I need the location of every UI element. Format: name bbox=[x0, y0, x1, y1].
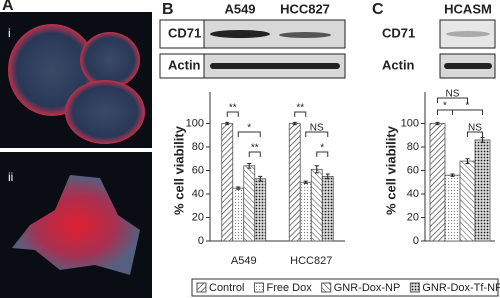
error-bar bbox=[325, 173, 330, 180]
lane-label: A549 bbox=[224, 1, 255, 16]
legend-label: Control bbox=[209, 282, 244, 294]
legend-items: Control Free Dox GNR-Dox-NP GNR-Dox-Tf-NP bbox=[196, 282, 500, 294]
y-tick-label: 0 bbox=[413, 235, 419, 247]
error-bar bbox=[236, 186, 241, 190]
image-label: i bbox=[8, 26, 11, 40]
error-bar bbox=[465, 158, 470, 164]
legend-swatch bbox=[321, 282, 332, 293]
significance-bracket bbox=[316, 151, 329, 157]
cell bbox=[65, 80, 145, 144]
significance-bracket bbox=[467, 131, 483, 137]
legend-swatch bbox=[196, 282, 207, 293]
y-tick-label: 100 bbox=[401, 117, 419, 129]
y-tick-label: 0 bbox=[198, 235, 204, 247]
band bbox=[210, 30, 270, 38]
panel-label: A bbox=[2, 0, 14, 14]
bar bbox=[429, 123, 446, 242]
panel-label: B bbox=[162, 1, 174, 18]
row-label: CD71 bbox=[382, 25, 415, 40]
significance-bracket bbox=[305, 131, 329, 137]
significance-bracket bbox=[452, 109, 483, 115]
significance-label: ** bbox=[229, 103, 237, 114]
legend-label: GNR-Dox-Tf-NP bbox=[422, 282, 500, 294]
bar bbox=[221, 123, 234, 242]
y-tick-label: 20 bbox=[407, 211, 419, 223]
lane-label: HCC827 bbox=[280, 1, 330, 16]
row-label: CD71 bbox=[168, 25, 201, 40]
error-bar bbox=[247, 162, 252, 169]
error-bar bbox=[225, 121, 230, 126]
legend bbox=[191, 278, 499, 297]
error-bar bbox=[435, 121, 440, 126]
y-tick-label: 80 bbox=[192, 141, 204, 153]
bar bbox=[321, 175, 334, 242]
y-tick-label: 40 bbox=[407, 188, 419, 200]
error-bar bbox=[314, 165, 319, 174]
y-tick-label: 100 bbox=[186, 117, 204, 129]
significance-bracket bbox=[294, 111, 307, 117]
y-tick-label: 60 bbox=[407, 164, 419, 176]
bar bbox=[254, 178, 267, 242]
error-bar bbox=[480, 137, 485, 143]
row-label: Actin bbox=[168, 57, 201, 72]
y-axis-label: % cell viability bbox=[171, 125, 186, 215]
significance-bracket bbox=[437, 97, 468, 103]
y-tick-label: 40 bbox=[192, 188, 204, 200]
significance-label: * bbox=[466, 101, 470, 112]
significance-label: NS bbox=[468, 123, 482, 134]
bar bbox=[310, 168, 323, 242]
legend-label: GNR-Dox-NP bbox=[334, 282, 401, 294]
significance-bracket bbox=[237, 131, 261, 137]
significance-label: NS bbox=[446, 89, 460, 100]
bar bbox=[232, 187, 245, 242]
bar bbox=[444, 174, 461, 242]
error-bar bbox=[292, 121, 297, 126]
significance-label: * bbox=[320, 143, 324, 154]
y-tick-label: 80 bbox=[407, 141, 419, 153]
bar bbox=[288, 123, 301, 242]
image-label: ii bbox=[8, 170, 13, 184]
significance-label: NS bbox=[310, 123, 324, 134]
significance-bracket bbox=[248, 151, 261, 157]
y-tick-label: 60 bbox=[192, 164, 204, 176]
significance-bracket bbox=[226, 111, 239, 117]
x-tick-label: HCC827 bbox=[290, 255, 332, 267]
cell bbox=[12, 175, 140, 275]
panel-label: C bbox=[372, 1, 384, 18]
row-label: Actin bbox=[382, 57, 415, 72]
band bbox=[446, 31, 490, 37]
bar bbox=[299, 181, 312, 242]
significance-label: * bbox=[443, 101, 447, 112]
y-axis-label: % cell viability bbox=[383, 125, 398, 215]
band bbox=[279, 32, 331, 38]
lane-label: HCASM bbox=[444, 1, 492, 16]
band bbox=[210, 63, 340, 69]
bar bbox=[243, 165, 256, 242]
error-bar bbox=[450, 173, 455, 177]
bar bbox=[474, 139, 491, 242]
x-tick-label: A549 bbox=[231, 255, 257, 267]
legend-swatch bbox=[253, 282, 264, 293]
error-bar bbox=[258, 175, 263, 182]
cell bbox=[80, 32, 140, 88]
legend-label: Free Dox bbox=[266, 282, 312, 294]
error-bar bbox=[303, 180, 308, 184]
significance-label: * bbox=[247, 123, 251, 134]
y-tick-label: 20 bbox=[192, 211, 204, 223]
bar bbox=[459, 160, 476, 242]
band bbox=[444, 63, 492, 69]
significance-label: ** bbox=[296, 103, 304, 114]
significance-label: ** bbox=[251, 143, 259, 154]
legend-swatch bbox=[409, 282, 420, 293]
